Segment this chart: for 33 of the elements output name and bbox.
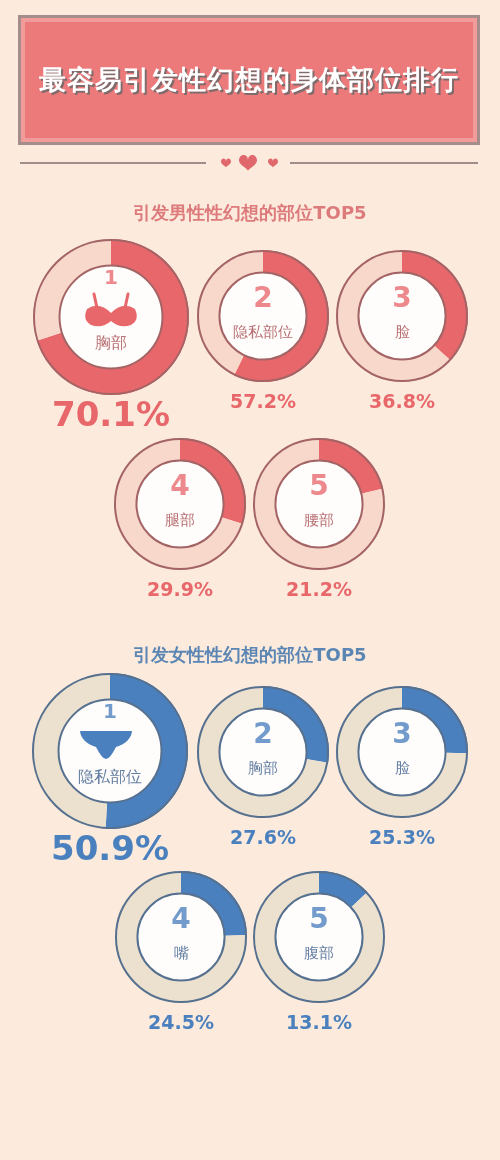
text: 4	[170, 469, 190, 503]
text: 50.9%	[51, 827, 169, 868]
text: 21.2%	[286, 577, 352, 600]
text: 27.6%	[230, 825, 296, 848]
text: 隐私部位	[233, 322, 293, 341]
text: 29.9%	[147, 577, 213, 600]
text: 3	[392, 281, 412, 315]
text: 引发女性性幻想的部位TOP5	[132, 643, 368, 667]
text: 2	[253, 281, 273, 315]
text: 隐私部位	[78, 767, 142, 787]
text: 腿部	[165, 510, 195, 529]
text: 最容易引发性幻想的身体部位排行	[39, 63, 459, 97]
text: 1	[103, 699, 117, 724]
text: 腹部	[304, 943, 334, 962]
text: 24.5%	[148, 1010, 214, 1033]
text: 脸	[394, 322, 410, 341]
text: 3	[392, 717, 412, 751]
text: 4	[171, 902, 191, 936]
text: 胸部	[95, 333, 127, 353]
text: 腰部	[304, 510, 334, 529]
text: 36.8%	[369, 389, 435, 412]
text: 5	[309, 902, 329, 936]
text: 1	[104, 265, 118, 290]
text: 25.3%	[369, 825, 435, 848]
text: 57.2%	[230, 389, 296, 412]
text: 脸	[394, 758, 410, 777]
text: 5	[309, 469, 329, 503]
text: 引发男性性幻想的部位TOP5	[132, 201, 368, 225]
text: 2	[253, 717, 273, 751]
text: 13.1%	[286, 1010, 352, 1033]
text: 嘴	[173, 943, 189, 962]
text: 胸部	[248, 758, 278, 777]
text: 70.1%	[52, 393, 170, 434]
